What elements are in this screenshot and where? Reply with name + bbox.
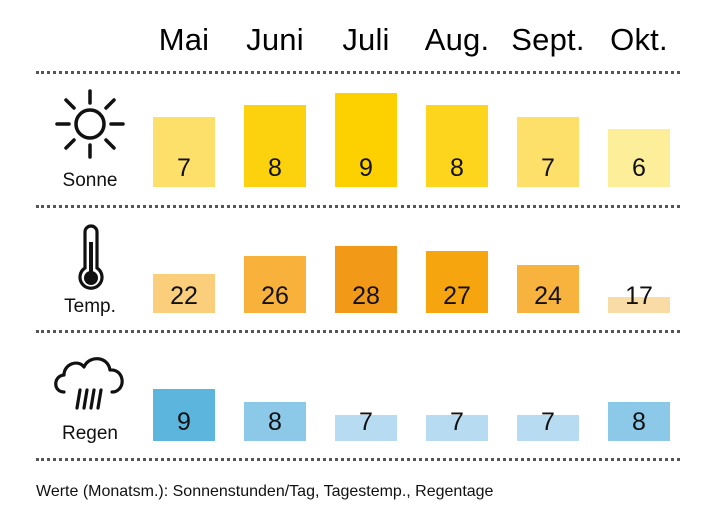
- divider-top: [36, 71, 680, 74]
- data-label: 7: [541, 154, 555, 182]
- bar-regen-2: [335, 415, 397, 441]
- bar-temp-0: [153, 274, 215, 313]
- data-label: 6: [632, 154, 646, 182]
- data-label: 7: [359, 408, 373, 436]
- bar-regen-3: [426, 415, 488, 441]
- sun-icon: [55, 89, 125, 159]
- month-label: Okt.: [610, 22, 668, 57]
- month-label: Mai: [158, 22, 210, 57]
- bar-temp-1: [244, 255, 306, 313]
- bar-temp-2: [335, 246, 397, 313]
- data-label: 8: [268, 408, 282, 436]
- bar-temp-3: [426, 251, 488, 313]
- data-label: 7: [541, 408, 555, 436]
- month-label: Aug.: [424, 22, 490, 57]
- divider-bottom: [36, 458, 680, 461]
- divider-temp-regen: [36, 330, 680, 333]
- row-label-temp: Temp.: [64, 296, 116, 317]
- month-label: Sept.: [511, 22, 585, 57]
- data-label: 28: [352, 282, 380, 310]
- data-label: 17: [625, 282, 653, 310]
- data-label: 8: [632, 408, 646, 436]
- bar-temp-4: [517, 264, 579, 313]
- data-label: 9: [359, 154, 373, 182]
- bar-regen-5: [608, 402, 670, 441]
- month-label: Juli: [342, 22, 390, 57]
- bar-regen-4: [517, 415, 579, 441]
- data-label: 7: [177, 154, 191, 182]
- data-label: 7: [450, 408, 464, 436]
- thermometer-icon: [78, 224, 104, 290]
- data-label: 27: [443, 282, 471, 310]
- data-label: 8: [450, 154, 464, 182]
- data-label: 24: [534, 282, 562, 310]
- bar-regen-0: [153, 389, 215, 441]
- bar-regen-1: [244, 402, 306, 441]
- row-label-regen: Regen: [62, 423, 118, 444]
- rain-cloud-icon: [54, 357, 124, 410]
- bar-sonne-0: [153, 116, 215, 187]
- data-label: 9: [177, 408, 191, 436]
- bar-sonne-1: [244, 104, 306, 187]
- data-label: 22: [170, 282, 198, 310]
- row-label-sonne: Sonne: [62, 170, 118, 191]
- bar-sonne-4: [517, 116, 579, 187]
- bar-sonne-2: [335, 92, 397, 187]
- data-label: 8: [268, 154, 282, 182]
- bar-sonne-5: [608, 128, 670, 187]
- month-label: Juni: [246, 22, 304, 57]
- divider-sonne-temp: [36, 205, 680, 208]
- bar-sonne-3: [426, 104, 488, 187]
- bar-temp-5: [608, 297, 670, 313]
- data-label: 26: [261, 282, 289, 310]
- footnote: Werte (Monatsm.): Sonnenstunden/Tag, Tag…: [36, 483, 494, 500]
